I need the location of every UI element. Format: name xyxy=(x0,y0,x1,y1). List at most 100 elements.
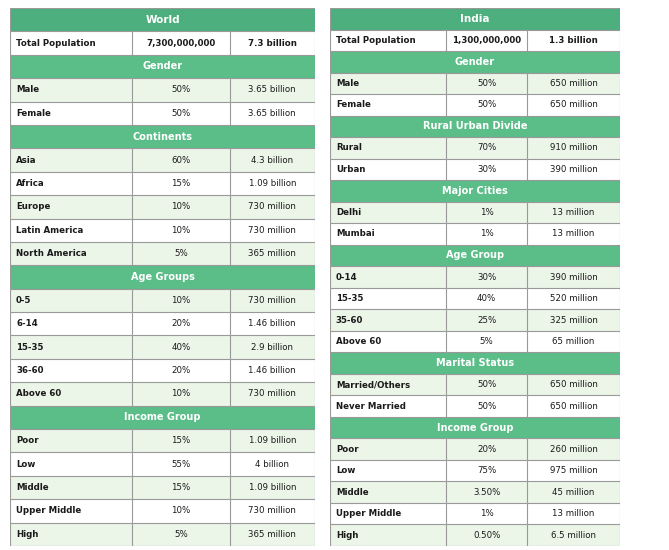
Text: Gender: Gender xyxy=(142,62,183,72)
Text: Asia: Asia xyxy=(16,156,37,164)
Text: 1.09 billion: 1.09 billion xyxy=(249,179,296,188)
Text: 365 million: 365 million xyxy=(248,530,296,539)
Text: 1,300,000,000: 1,300,000,000 xyxy=(452,36,521,45)
Text: 6-14: 6-14 xyxy=(16,320,38,328)
Text: 5%: 5% xyxy=(174,249,188,258)
Text: 1.3 billion: 1.3 billion xyxy=(549,36,598,45)
Text: 10%: 10% xyxy=(171,226,191,235)
Text: Gender: Gender xyxy=(455,57,495,67)
Text: 50%: 50% xyxy=(477,100,496,109)
Text: Low: Low xyxy=(16,460,35,469)
Text: 15%: 15% xyxy=(171,483,191,492)
Text: Married/Others: Married/Others xyxy=(336,380,410,389)
Text: 730 million: 730 million xyxy=(248,296,296,305)
Text: 520 million: 520 million xyxy=(550,294,597,303)
Text: Total Population: Total Population xyxy=(16,39,96,48)
Text: 15-35: 15-35 xyxy=(16,343,43,351)
Text: 1.46 billion: 1.46 billion xyxy=(248,366,296,375)
Text: 45 million: 45 million xyxy=(553,488,595,497)
Text: Total Population: Total Population xyxy=(336,36,415,45)
Text: Mumbai: Mumbai xyxy=(336,229,375,239)
Text: 650 million: 650 million xyxy=(550,402,597,411)
Text: Upper Middle: Upper Middle xyxy=(336,509,401,518)
Text: Female: Female xyxy=(16,109,51,118)
Text: 7.3 billion: 7.3 billion xyxy=(248,39,297,48)
Text: 10%: 10% xyxy=(171,202,191,211)
Text: 365 million: 365 million xyxy=(248,249,296,258)
Text: 20%: 20% xyxy=(477,444,496,454)
Text: 5%: 5% xyxy=(480,337,494,346)
Text: India: India xyxy=(460,14,490,24)
Text: 13 million: 13 million xyxy=(553,509,595,518)
Text: Latin America: Latin America xyxy=(16,226,84,235)
Text: 60%: 60% xyxy=(171,156,191,164)
Text: 50%: 50% xyxy=(477,380,496,389)
Text: Europe: Europe xyxy=(16,202,50,211)
Text: 2.9 billion: 2.9 billion xyxy=(252,343,293,351)
Text: 30%: 30% xyxy=(477,272,496,282)
Text: 975 million: 975 million xyxy=(550,466,597,475)
Text: 15%: 15% xyxy=(171,436,191,446)
Text: 0-14: 0-14 xyxy=(336,272,357,282)
Text: 0-5: 0-5 xyxy=(16,296,31,305)
Text: Middle: Middle xyxy=(336,488,369,497)
Text: 50%: 50% xyxy=(477,79,496,88)
Text: 10%: 10% xyxy=(171,296,191,305)
Text: Africa: Africa xyxy=(16,179,45,188)
Text: 13 million: 13 million xyxy=(553,208,595,217)
Text: Poor: Poor xyxy=(16,436,39,446)
Text: High: High xyxy=(336,531,358,540)
Text: Age Groups: Age Groups xyxy=(130,272,195,282)
Text: 1%: 1% xyxy=(480,509,494,518)
Text: Marital Status: Marital Status xyxy=(436,358,514,368)
Text: 10%: 10% xyxy=(171,507,191,515)
Text: 4 billion: 4 billion xyxy=(256,460,289,469)
Text: 730 million: 730 million xyxy=(248,389,296,398)
Text: 55%: 55% xyxy=(171,460,191,469)
Text: Male: Male xyxy=(16,85,39,95)
Text: Rural: Rural xyxy=(336,144,362,152)
Text: 650 million: 650 million xyxy=(550,100,597,109)
Text: 15%: 15% xyxy=(171,179,191,188)
Text: Above 60: Above 60 xyxy=(336,337,381,346)
Text: Middle: Middle xyxy=(16,483,49,492)
Text: Female: Female xyxy=(336,100,371,109)
Text: 30%: 30% xyxy=(477,165,496,174)
Text: 50%: 50% xyxy=(171,109,191,118)
Text: 7,300,000,000: 7,300,000,000 xyxy=(146,39,215,48)
Text: 50%: 50% xyxy=(171,85,191,95)
Text: 390 million: 390 million xyxy=(550,165,597,174)
Text: 35-60: 35-60 xyxy=(336,316,363,324)
Text: 20%: 20% xyxy=(171,366,191,375)
Text: Age Group: Age Group xyxy=(446,250,504,261)
Text: 390 million: 390 million xyxy=(550,272,597,282)
Text: Urban: Urban xyxy=(336,165,365,174)
Text: 1.09 billion: 1.09 billion xyxy=(249,483,296,492)
Text: 36-60: 36-60 xyxy=(16,366,43,375)
Text: Income Group: Income Group xyxy=(124,412,201,422)
Text: 1.09 billion: 1.09 billion xyxy=(249,436,296,446)
Text: 6.5 million: 6.5 million xyxy=(551,531,596,540)
Text: 1%: 1% xyxy=(480,208,494,217)
Text: High: High xyxy=(16,530,39,539)
Text: Rural Urban Divide: Rural Urban Divide xyxy=(423,122,527,131)
Text: 325 million: 325 million xyxy=(550,316,597,324)
Text: Major Cities: Major Cities xyxy=(442,186,508,196)
Text: 5%: 5% xyxy=(174,530,188,539)
Text: Low: Low xyxy=(336,466,355,475)
Text: 4.3 billion: 4.3 billion xyxy=(252,156,294,164)
Text: 10%: 10% xyxy=(171,389,191,398)
Text: 730 million: 730 million xyxy=(248,202,296,211)
Text: 40%: 40% xyxy=(171,343,191,351)
Text: 20%: 20% xyxy=(171,320,191,328)
Text: Delhi: Delhi xyxy=(336,208,361,217)
Text: 910 million: 910 million xyxy=(550,144,597,152)
Text: Upper Middle: Upper Middle xyxy=(16,507,82,515)
Text: 650 million: 650 million xyxy=(550,79,597,88)
Text: 70%: 70% xyxy=(477,144,496,152)
Text: 730 million: 730 million xyxy=(248,226,296,235)
Text: 3.50%: 3.50% xyxy=(473,488,500,497)
Text: 65 million: 65 million xyxy=(553,337,595,346)
Text: 1.46 billion: 1.46 billion xyxy=(248,320,296,328)
Text: 40%: 40% xyxy=(477,294,496,303)
